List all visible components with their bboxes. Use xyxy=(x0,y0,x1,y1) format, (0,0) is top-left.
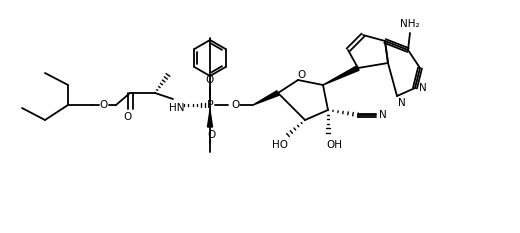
Text: O: O xyxy=(124,112,132,122)
Text: N: N xyxy=(398,98,406,108)
Text: NH₂: NH₂ xyxy=(400,19,420,29)
Text: HO: HO xyxy=(272,140,288,150)
Polygon shape xyxy=(207,110,213,127)
Text: OH: OH xyxy=(326,140,342,150)
Text: HN: HN xyxy=(169,103,185,113)
Text: O: O xyxy=(298,70,306,80)
Text: N: N xyxy=(379,110,387,120)
Text: O: O xyxy=(231,100,239,110)
Polygon shape xyxy=(253,91,279,105)
Text: O: O xyxy=(100,100,108,110)
Polygon shape xyxy=(323,66,359,85)
Text: O: O xyxy=(208,130,216,140)
Text: N: N xyxy=(419,83,427,93)
Text: P: P xyxy=(206,100,213,110)
Text: O: O xyxy=(206,75,214,85)
